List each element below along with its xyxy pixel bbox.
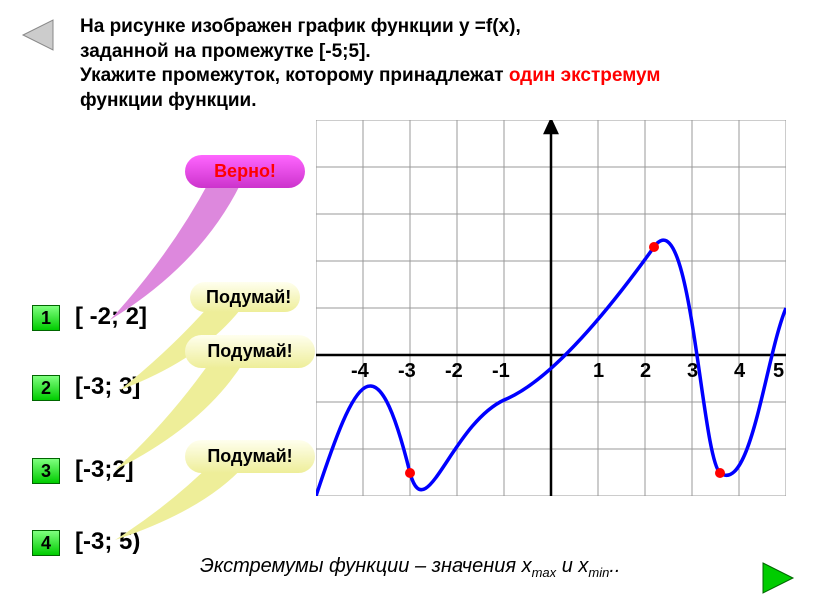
xtick-5: 5 <box>773 360 784 382</box>
option-1-button[interactable]: 1 <box>32 305 60 331</box>
xtick-3: 3 <box>687 360 698 382</box>
explain-sub1: max <box>532 565 557 580</box>
explanation-text: Экстремумы функции – значения хmax и xmi… <box>200 555 620 580</box>
feedback-wrong-3: Подумай! <box>185 440 315 473</box>
question-prompt: На рисунке изображен график функции у =f… <box>80 15 760 114</box>
option-4-num: 4 <box>41 533 51 554</box>
function-chart: 1 2 3 4 5 x -4 -3 -2 -1 <box>316 120 786 496</box>
feedback-wrong-1: Подумай! <box>190 282 300 312</box>
explain-sub2: min <box>588 565 609 580</box>
option-1-num: 1 <box>41 308 51 329</box>
xtick-1: 1 <box>593 360 604 382</box>
nav-next-icon[interactable] <box>758 558 798 598</box>
option-2-num: 2 <box>41 378 51 399</box>
feedback-correct: Верно! <box>185 155 305 188</box>
option-4-button[interactable]: 4 <box>32 530 60 556</box>
explain-b: и x <box>556 555 588 577</box>
option-3-button[interactable]: 3 <box>32 458 60 484</box>
option-3-num: 3 <box>41 461 51 482</box>
explain-a: Экстремумы функции – значения х <box>200 555 532 577</box>
prompt-line2: заданной на промежутке [-5;5]. <box>80 41 371 62</box>
nav-prev-icon[interactable] <box>18 15 58 55</box>
xtick-2: 2 <box>640 360 651 382</box>
prompt-line1: На рисунке изображен график функции у =f… <box>80 16 521 37</box>
option-2-button[interactable]: 2 <box>32 375 60 401</box>
explain-c: .. <box>609 555 620 577</box>
prompt-line4: функции функции. <box>80 90 257 111</box>
xtick-n3: -3 <box>398 360 416 382</box>
prompt-highlight: один экстремум <box>509 65 661 86</box>
xtick-n2: -2 <box>445 360 463 382</box>
xtick-n4: -4 <box>351 360 370 382</box>
feedback-wrong-2: Подумай! <box>185 335 315 368</box>
xtick-4: 4 <box>734 360 746 382</box>
xtick-n1: -1 <box>492 360 510 382</box>
prompt-line3a: Укажите промежуток, которому принадлежат <box>80 65 509 86</box>
